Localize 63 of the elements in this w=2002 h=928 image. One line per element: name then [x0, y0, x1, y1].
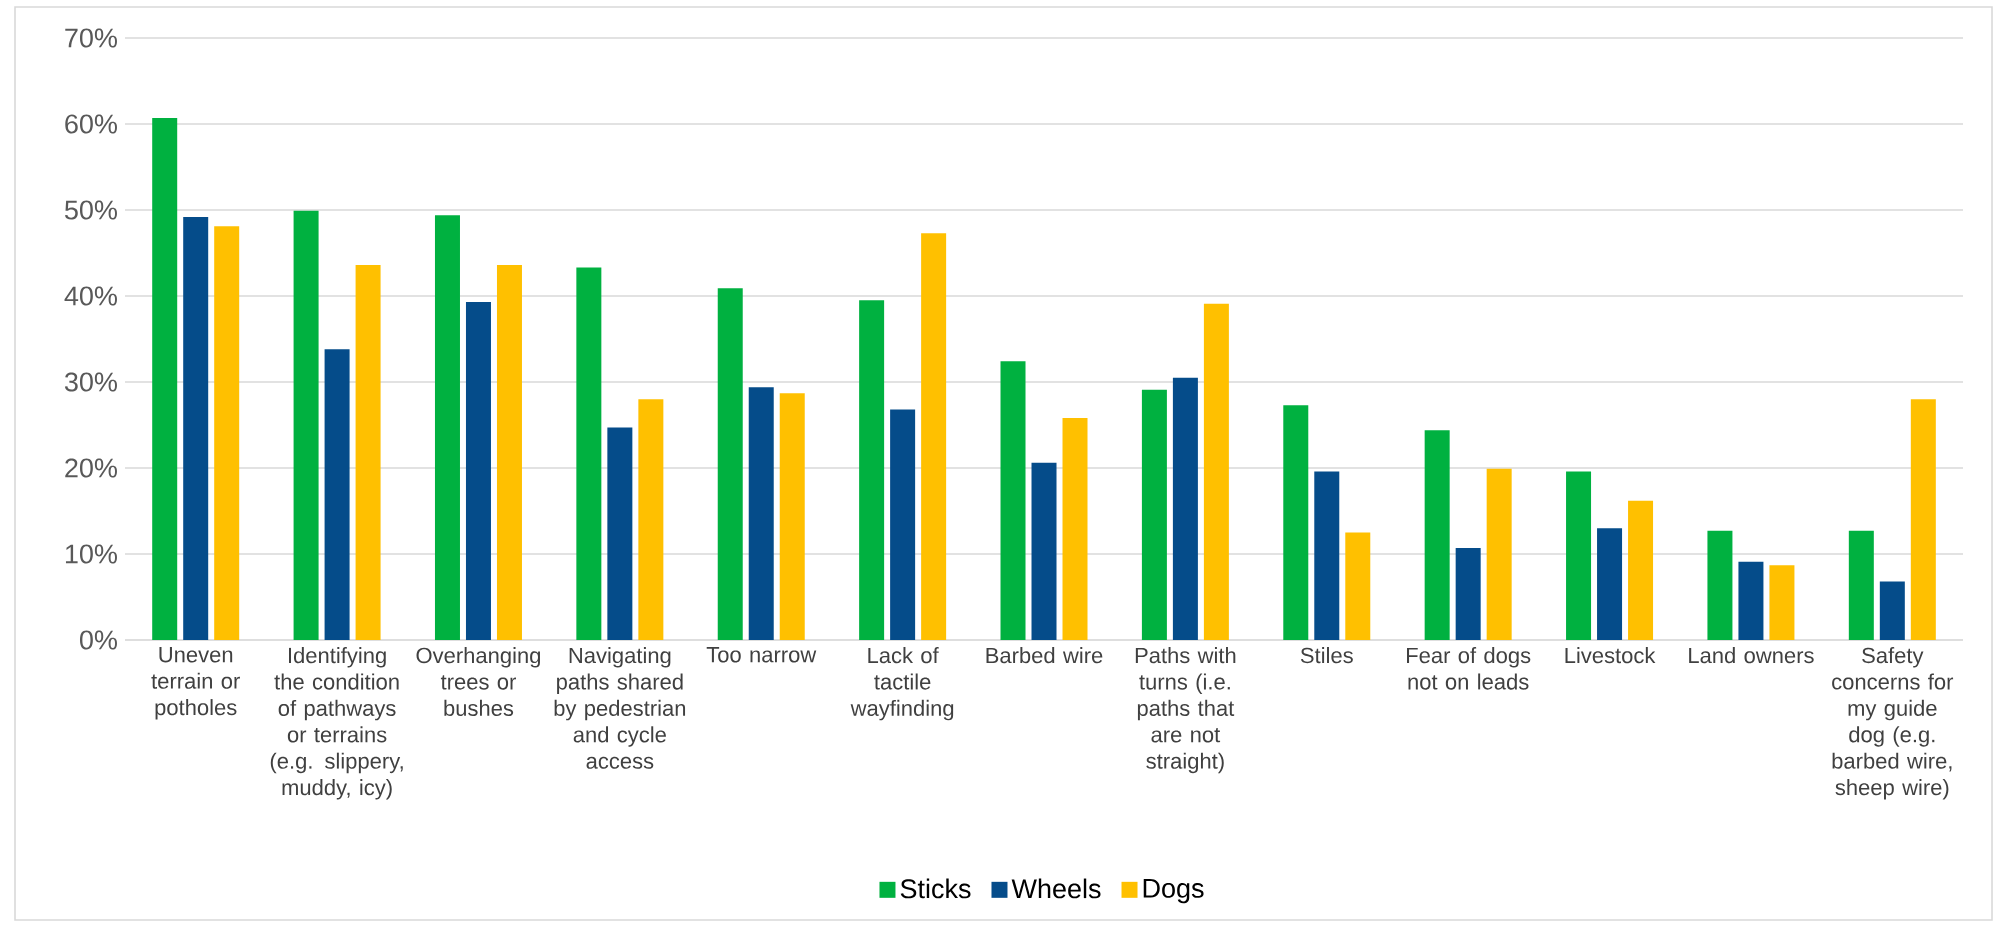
bar — [638, 399, 664, 640]
bar — [324, 349, 350, 640]
bar — [293, 210, 319, 640]
bar — [1910, 399, 1936, 640]
bar — [1597, 528, 1623, 640]
legend-label: Wheels — [1011, 878, 1101, 899]
x-tick-label: Paths with turns (i.e. paths that are not straight) — [1135, 647, 1236, 774]
y-tick-label: 50% — [64, 200, 117, 220]
y-tick-label: 60% — [65, 114, 117, 134]
bar — [1062, 418, 1088, 640]
bar — [355, 265, 381, 640]
bar — [465, 302, 491, 640]
y-tick-label: 0% — [79, 630, 117, 650]
x-tick-label: Livestock — [1565, 647, 1656, 664]
y-tick-label: 70% — [65, 28, 117, 48]
bar — [1283, 405, 1309, 640]
legend-label: Sticks — [900, 878, 971, 899]
y-tick-label: 10% — [65, 544, 117, 564]
bar — [1345, 532, 1371, 640]
bar — [1141, 389, 1167, 640]
x-tick-label: Lack of tactile wayfinding — [850, 647, 954, 721]
bar — [183, 216, 209, 640]
x-tick-label: Uneven terrain or potholes — [151, 647, 240, 720]
bar — [890, 409, 916, 640]
bar — [779, 393, 805, 640]
bar — [1769, 565, 1795, 640]
bar — [1848, 530, 1874, 640]
x-tick-label: Fear of dogs not on leads — [1407, 647, 1531, 690]
x-tick-label: Identifying the condition of pathways or terrains (e.g. slippery, muddy, icy) — [270, 647, 403, 800]
bar — [1486, 468, 1512, 640]
bar — [214, 226, 240, 640]
bar — [1455, 547, 1481, 640]
bar — [1879, 581, 1905, 640]
y-tick-label: 20% — [65, 458, 117, 478]
bar — [1172, 377, 1198, 640]
bar — [1738, 561, 1764, 640]
bar — [1000, 361, 1026, 640]
x-tick-label: Land owners — [1689, 647, 1814, 664]
bar — [717, 288, 743, 640]
bar — [1566, 471, 1592, 640]
bar — [1424, 430, 1450, 640]
bar — [496, 265, 522, 640]
bar — [921, 233, 947, 640]
bar — [152, 117, 178, 640]
x-tick-label: Navigating paths shared by pedestrian and cycle access — [554, 647, 686, 769]
x-tick-label: Too narrow — [706, 647, 817, 663]
bar — [859, 300, 885, 640]
bar — [576, 267, 602, 640]
legend-label: Dogs — [1143, 879, 1204, 904]
bar — [607, 427, 633, 640]
bar — [748, 387, 774, 640]
bar — [1628, 500, 1654, 640]
x-tick-label: Safety concerns for my guide dog (e.g. barbed wire, sheep wire) — [1832, 647, 1954, 800]
bar — [1203, 303, 1229, 640]
bar — [434, 215, 460, 640]
bar — [1314, 471, 1340, 640]
y-tick-label: 30% — [64, 372, 117, 392]
y-tick-label: 40% — [64, 286, 117, 306]
x-tick-label: Barbed wire — [986, 647, 1103, 664]
x-tick-label: Overhanging trees or bushes — [416, 647, 541, 717]
bar — [1031, 462, 1057, 640]
x-tick-label: Stiles — [1300, 647, 1353, 664]
bar — [1707, 530, 1733, 640]
